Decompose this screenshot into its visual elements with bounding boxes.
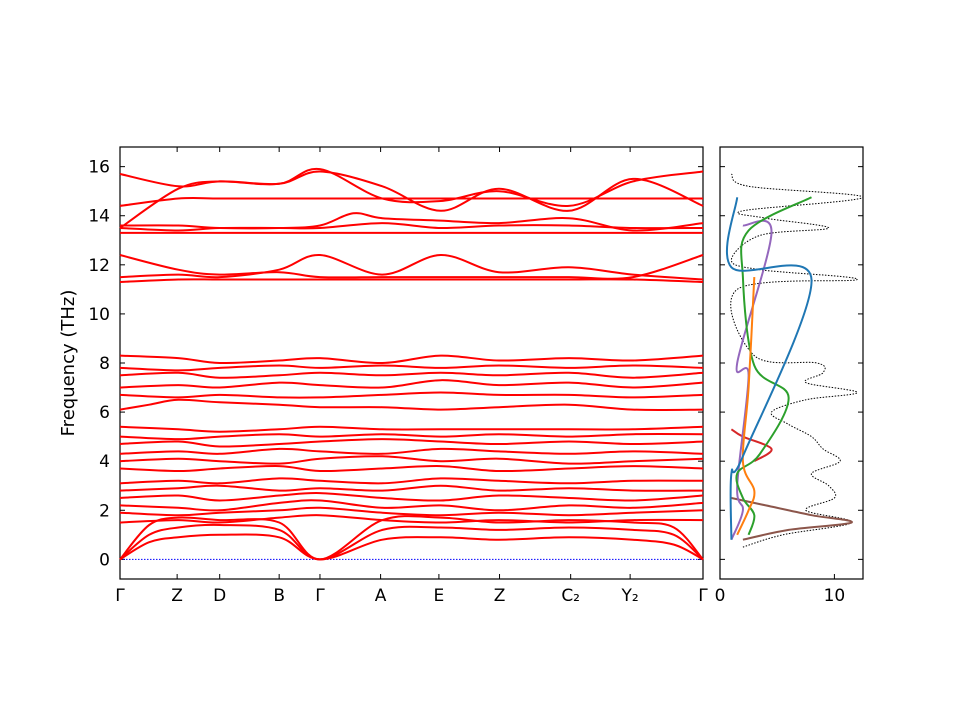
band-line-optic-4 (119, 492, 704, 502)
y-tick-label: 6 (99, 403, 110, 423)
dos-curve-5 (736, 277, 756, 536)
band-line-optic-24 (119, 212, 704, 232)
x-tick-label: Γ (115, 586, 125, 606)
dos-panel: 0 10 (715, 146, 864, 606)
band-line-optic-19 (119, 278, 704, 283)
x-tick-label: A (375, 586, 387, 606)
band-line-optic-2 (119, 506, 704, 517)
band-line-optic-18 (119, 354, 704, 365)
band-line-acoustic-1 (119, 533, 704, 561)
y-tick-label: 0 (99, 550, 110, 570)
dos-curves (726, 173, 864, 548)
dos-curve-2 (730, 428, 773, 463)
band-line-optic-8 (119, 455, 704, 465)
band-line-optic-17 (119, 364, 704, 372)
x-tick-label: E (434, 586, 445, 606)
y-tick-label: 12 (88, 256, 110, 276)
band-line-optic-13 (119, 398, 704, 411)
dos-curve-1 (731, 497, 853, 541)
band-line-optic-11 (119, 433, 704, 441)
dos-ticks: 0 10 (715, 166, 863, 606)
y-tick-label: 10 (88, 305, 110, 325)
band-line-optic-12 (119, 425, 704, 433)
band-x-ticks: Γ Z D B Γ A E Z C₂ Y₂ Γ (115, 147, 708, 606)
y-axis-title: Frequency (THz) (58, 290, 79, 437)
x-tick-label: Z (494, 586, 506, 606)
dos-x-tick-label: 10 (824, 586, 846, 606)
band-line-optic-14 (119, 391, 704, 399)
dos-x-tick-label: 0 (715, 586, 726, 606)
dos-curve-0 (730, 173, 864, 548)
band-line-optic-20 (119, 253, 704, 281)
x-tick-label: Γ (698, 586, 708, 606)
y-tick-label: 8 (99, 354, 110, 374)
y-tick-label: 2 (99, 501, 110, 521)
band-line-optic-3 (119, 499, 704, 512)
y-tick-label: 4 (99, 452, 110, 472)
dos-curve-6 (726, 197, 813, 540)
band-line-optic-5 (119, 484, 704, 492)
x-tick-label: Γ (315, 586, 325, 606)
x-tick-label: C₂ (561, 586, 580, 606)
band-y-ticks: 0 2 4 6 8 10 12 14 16 (88, 158, 703, 570)
x-tick-label: B (273, 586, 285, 606)
band-line-optic-1 (119, 514, 704, 524)
band-line-optic-7 (119, 465, 704, 473)
band-line-optic-10 (119, 438, 704, 448)
y-tick-label: 16 (88, 158, 110, 178)
band-line-optic-21 (119, 254, 704, 280)
band-structure-panel: 0 2 4 6 8 10 12 14 16 Γ Z D B Γ A E Z C₂ Y₂ Γ Frequency (T… (58, 146, 708, 606)
band-line-optic-27 (119, 167, 704, 207)
band-line-acoustic-2 (119, 523, 704, 561)
phonon-bands (119, 167, 704, 561)
y-tick-label: 14 (88, 207, 110, 227)
x-tick-label: Z (171, 586, 183, 606)
dos-curve-4 (735, 196, 812, 536)
band-line-optic-15 (119, 379, 704, 389)
band-line-optic-9 (119, 447, 704, 455)
x-tick-label: Y₂ (621, 586, 639, 606)
x-tick-label: D (213, 586, 226, 606)
band-line-optic-16 (119, 371, 704, 379)
band-line-optic-6 (119, 477, 704, 485)
